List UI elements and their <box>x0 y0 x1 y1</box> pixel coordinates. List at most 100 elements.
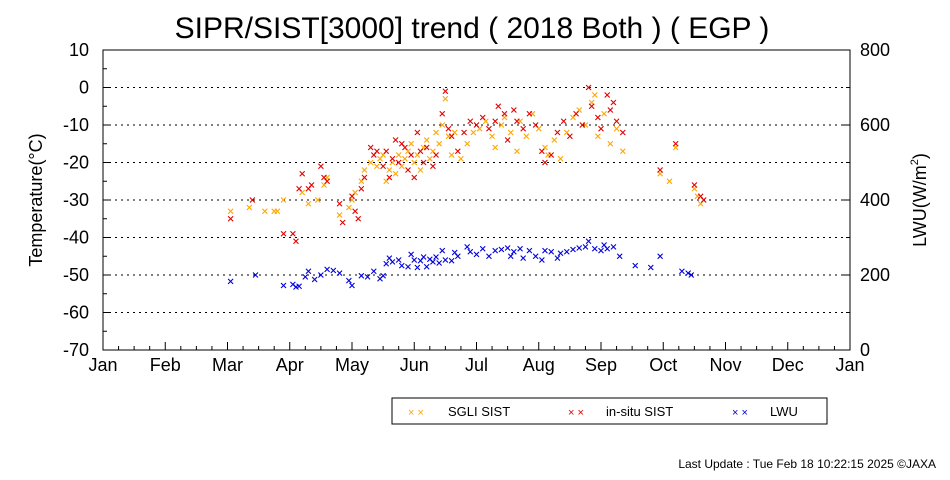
legend-marker-sgli: × × <box>408 407 424 419</box>
data-point-lwu <box>324 266 330 273</box>
data-point-sgli <box>470 129 477 136</box>
data-point-insitu <box>442 88 449 95</box>
data-point-insitu <box>486 125 492 132</box>
data-point-sgli <box>464 140 471 147</box>
data-point-insitu <box>361 174 368 181</box>
data-point-insitu <box>249 197 256 203</box>
data-point-lwu <box>330 267 337 274</box>
data-point-sgli <box>392 170 399 177</box>
x-tick-label: Oct <box>649 355 677 375</box>
data-point-lwu <box>598 247 604 254</box>
data-point-insitu <box>445 125 452 132</box>
x-tick-label: Aug <box>523 355 555 375</box>
data-point-lwu <box>311 276 318 283</box>
data-point-lwu <box>302 273 309 280</box>
data-point-lwu <box>358 272 365 279</box>
data-point-lwu <box>548 248 555 255</box>
data-point-insitu <box>296 185 302 192</box>
data-point-lwu <box>517 245 523 252</box>
data-point-lwu <box>364 273 371 280</box>
data-point-sgli <box>411 159 418 166</box>
data-point-lwu <box>389 258 396 265</box>
data-point-lwu <box>554 255 561 262</box>
x-tick-label: Apr <box>276 355 304 375</box>
data-point-sgli <box>436 140 443 147</box>
data-point-lwu <box>252 272 259 278</box>
data-point-insitu <box>339 219 346 226</box>
data-point-sgli <box>439 122 446 128</box>
data-point-insitu <box>579 122 586 128</box>
data-point-sgli <box>458 155 464 162</box>
data-point-lwu <box>442 257 449 263</box>
data-point-insitu <box>417 148 424 155</box>
x-tick-label: Sep <box>585 355 617 375</box>
legend-label-sgli: SGLI SIST <box>448 404 510 419</box>
data-point-insitu <box>408 152 415 158</box>
data-point-insitu <box>594 114 601 121</box>
data-point-insitu <box>520 125 527 132</box>
data-point-lwu <box>479 245 486 252</box>
data-point-lwu <box>317 272 324 278</box>
data-point-lwu <box>227 278 234 285</box>
x-tick-label: Jul <box>465 355 488 375</box>
data-point-insitu <box>430 163 436 170</box>
data-point-lwu <box>370 268 377 275</box>
data-point-sgli <box>336 212 343 218</box>
data-point-insitu <box>367 144 374 151</box>
data-point-sgli <box>594 133 601 140</box>
data-point-sgli <box>514 148 520 155</box>
data-point-insitu <box>613 118 620 125</box>
x-tick-label: May <box>335 355 369 375</box>
data-point-lwu <box>433 254 439 260</box>
data-point-insitu <box>672 140 679 147</box>
y2-axis-label: LWU(W/m2) <box>909 153 930 247</box>
data-point-insitu <box>439 110 446 117</box>
data-point-sgli <box>261 208 268 215</box>
data-point-insitu <box>420 159 427 166</box>
data-point-lwu <box>486 253 492 260</box>
data-point-insitu <box>691 182 698 188</box>
legend: × × SGLI SIST × × in-situ SIST × × LWU <box>391 397 828 425</box>
data-point-lwu <box>473 251 480 258</box>
data-point-lwu <box>688 272 695 278</box>
data-point-lwu <box>504 245 511 251</box>
data-point-insitu <box>349 193 355 200</box>
data-point-sgli <box>601 110 608 117</box>
data-point-lwu <box>380 272 387 279</box>
data-point-lwu <box>414 264 421 271</box>
data-point-lwu <box>464 243 471 250</box>
data-point-insitu <box>467 118 474 125</box>
x-tick-label: Jan <box>835 355 864 375</box>
data-point-insitu <box>352 208 359 215</box>
data-point-lwu <box>557 250 564 257</box>
data-point-insitu <box>289 230 296 237</box>
data-point-lwu <box>448 257 455 264</box>
data-point-sgli <box>523 133 530 140</box>
legend-label-insitu: in-situ SIST <box>606 404 673 419</box>
data-point-insitu <box>501 110 508 117</box>
data-point-lwu <box>492 247 499 254</box>
x-tick-label: Jan <box>88 355 117 375</box>
data-point-insitu <box>700 197 707 203</box>
legend-marker-insitu: × × <box>568 407 584 419</box>
data-point-sgli <box>386 167 393 173</box>
x-tick-label: Dec <box>772 355 804 375</box>
data-point-sgli <box>433 129 439 136</box>
data-point-insitu <box>479 114 486 121</box>
y2-axis-label-main: LWU(W/m <box>910 165 930 247</box>
data-point-insitu <box>514 118 520 125</box>
data-point-lwu <box>570 246 576 253</box>
data-point-insitu <box>227 215 234 222</box>
data-point-sgli <box>408 140 415 147</box>
data-point-insitu <box>610 99 617 106</box>
data-point-sgli <box>417 167 424 173</box>
data-point-lwu <box>510 248 517 255</box>
data-point-sgli <box>361 167 368 173</box>
y-tick-label: -70 <box>63 340 89 360</box>
y-tick-label: 10 <box>69 40 89 60</box>
data-point-lwu <box>632 262 639 269</box>
data-point-insitu <box>548 152 555 158</box>
y-tick-label: -50 <box>63 265 89 285</box>
data-point-lwu <box>647 264 654 271</box>
data-point-sgli <box>274 208 281 215</box>
